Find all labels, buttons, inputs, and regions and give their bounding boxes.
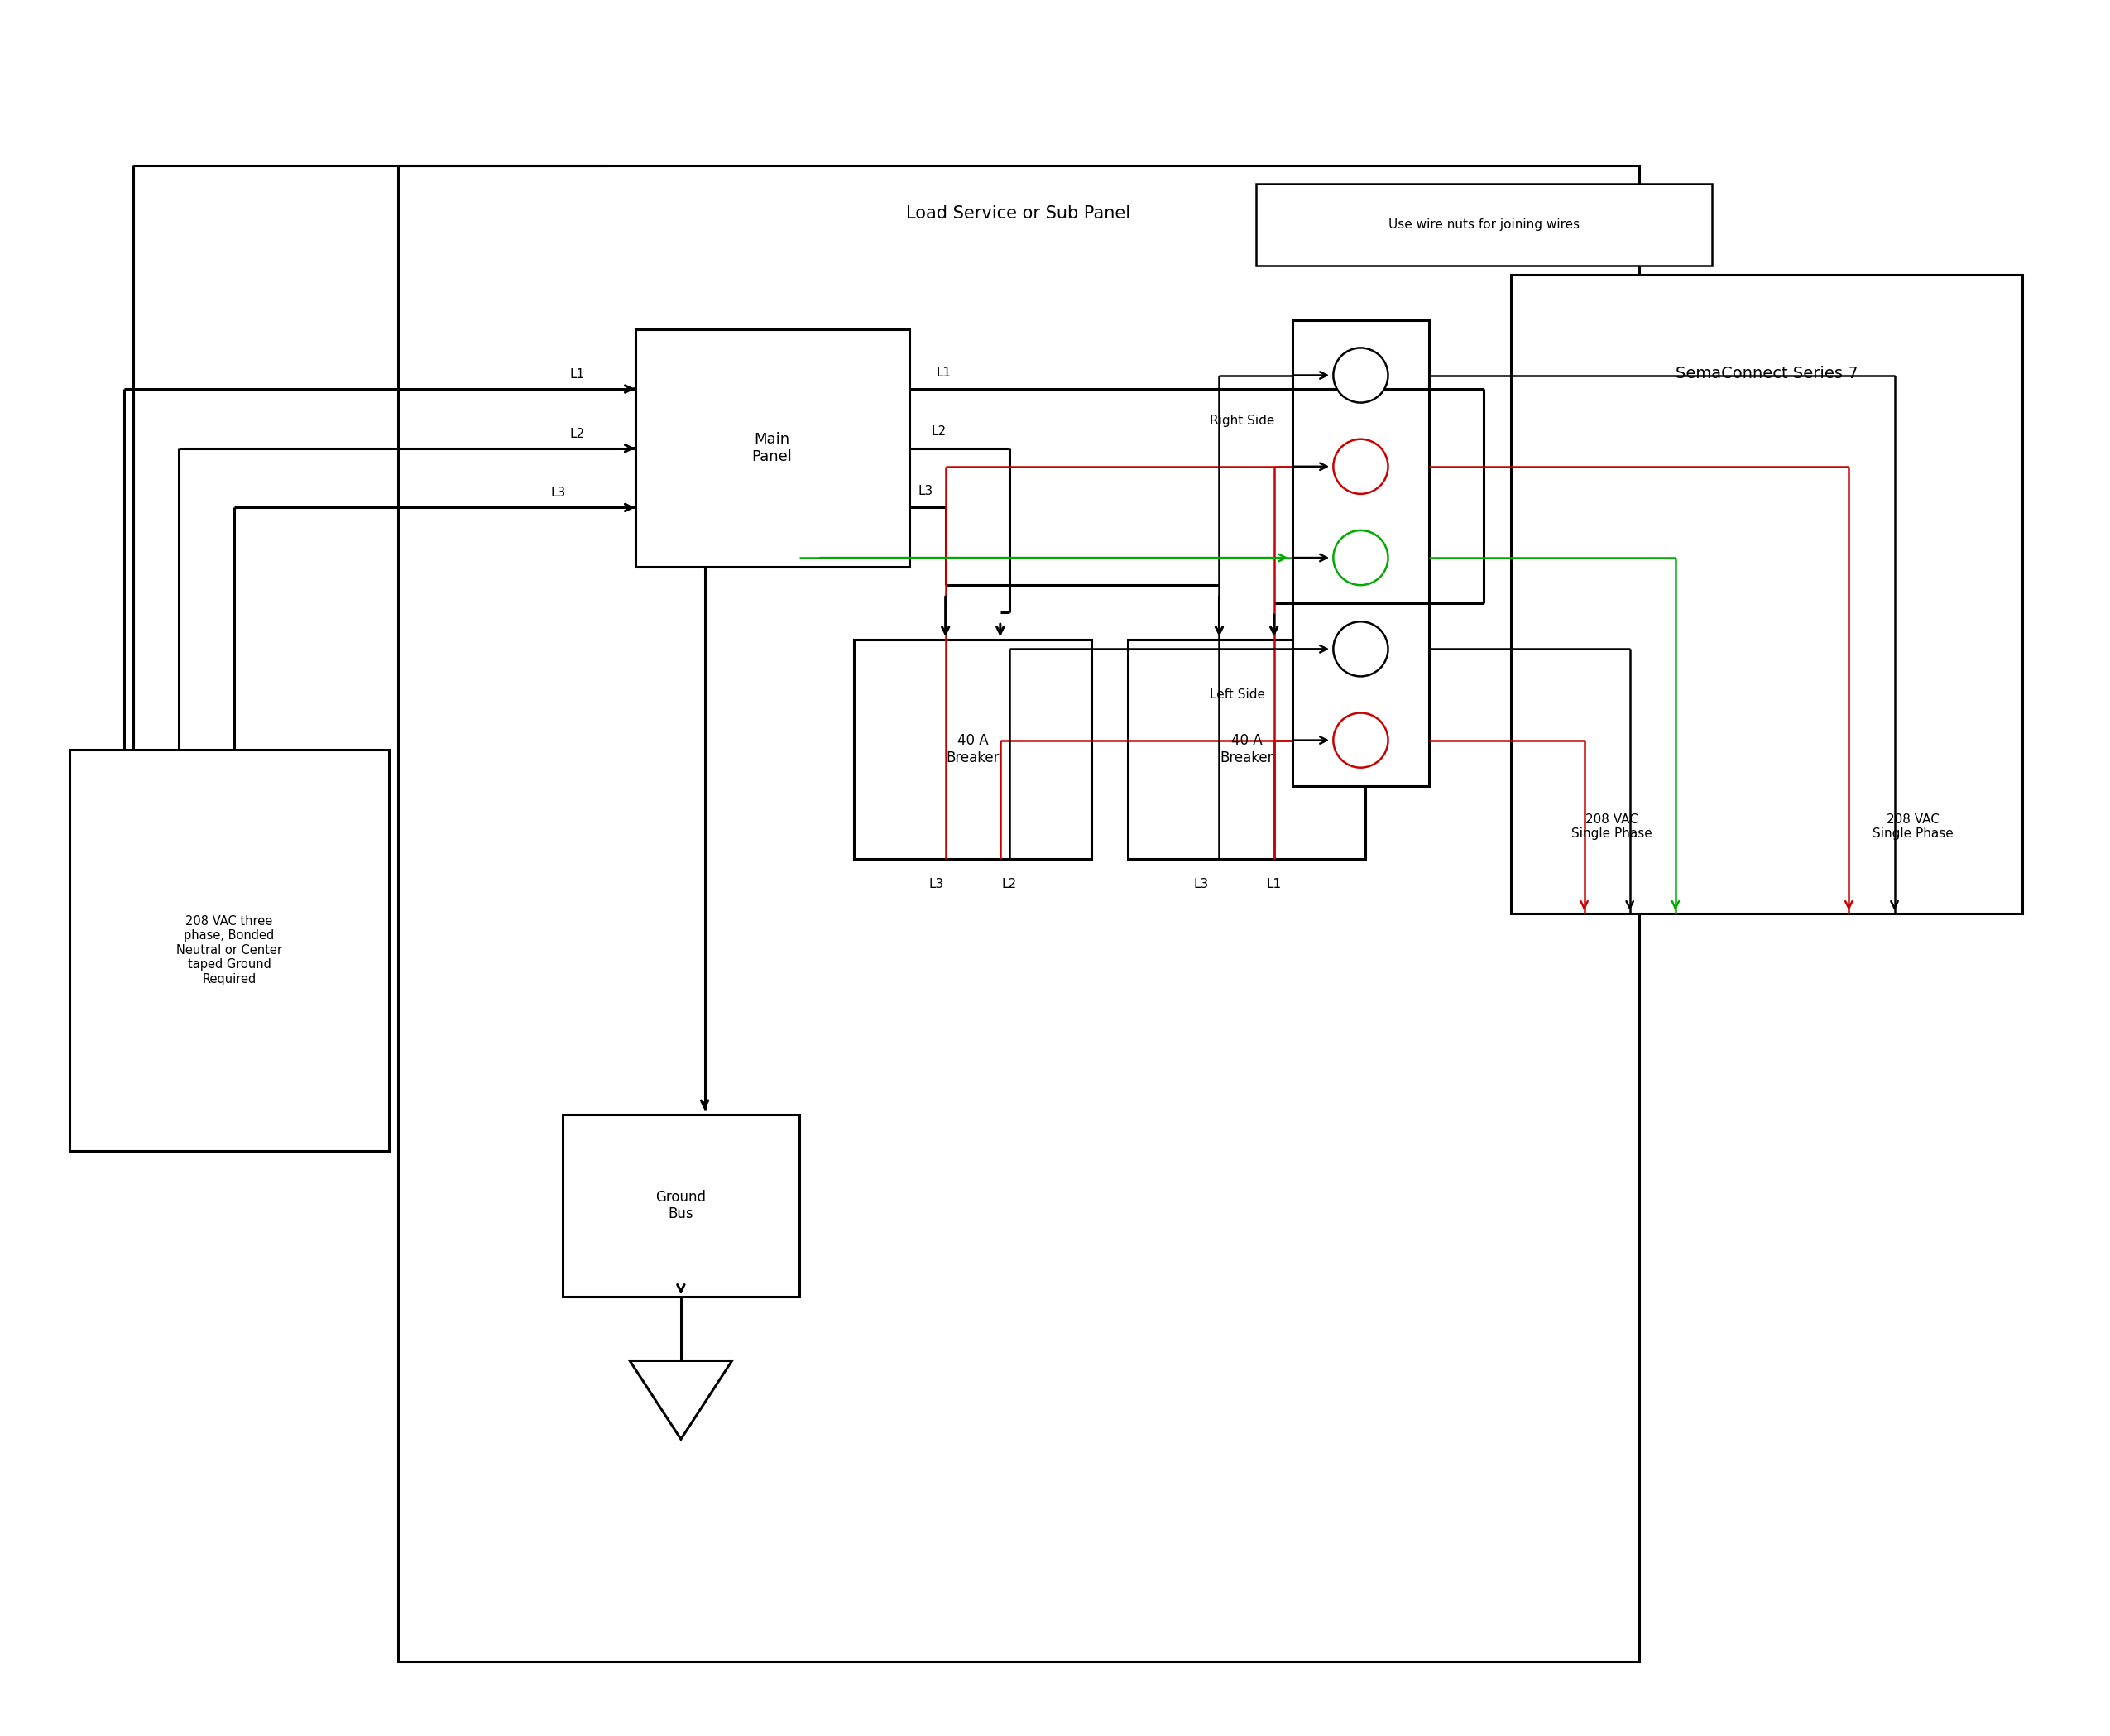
Bar xyxy=(1255,184,1711,266)
Circle shape xyxy=(1334,439,1388,493)
Text: Ground
Bus: Ground Bus xyxy=(656,1189,707,1222)
Text: Use wire nuts for joining wires: Use wire nuts for joining wires xyxy=(1388,219,1580,231)
Text: 40 A
Breaker: 40 A Breaker xyxy=(1220,733,1272,766)
Text: L1: L1 xyxy=(1266,878,1281,891)
Bar xyxy=(399,165,1639,1661)
Bar xyxy=(1129,641,1365,859)
Circle shape xyxy=(1334,713,1388,767)
Bar xyxy=(1511,274,2021,913)
Bar xyxy=(855,641,1091,859)
Text: L2: L2 xyxy=(570,427,584,439)
Bar xyxy=(635,330,909,568)
Text: SemaConnect Series 7: SemaConnect Series 7 xyxy=(1675,366,1859,382)
Circle shape xyxy=(1334,347,1388,403)
Text: 208 VAC
Single Phase: 208 VAC Single Phase xyxy=(1572,812,1652,840)
Text: Load Service or Sub Panel: Load Service or Sub Panel xyxy=(907,205,1131,222)
Text: L2: L2 xyxy=(931,425,945,437)
Text: Left Side: Left Side xyxy=(1211,689,1266,701)
Bar xyxy=(70,750,388,1151)
Bar xyxy=(561,1115,800,1297)
Text: L1: L1 xyxy=(937,366,952,378)
Text: Right Side: Right Side xyxy=(1211,415,1274,427)
Bar xyxy=(1291,321,1428,786)
Text: L3: L3 xyxy=(928,878,943,891)
Text: Main
Panel: Main Panel xyxy=(751,432,793,464)
Text: L3: L3 xyxy=(1194,878,1209,891)
Text: L3: L3 xyxy=(551,486,565,500)
Circle shape xyxy=(1334,621,1388,677)
Text: L3: L3 xyxy=(918,484,933,496)
Text: 208 VAC
Single Phase: 208 VAC Single Phase xyxy=(1872,812,1954,840)
Text: L1: L1 xyxy=(570,368,584,380)
Circle shape xyxy=(1334,531,1388,585)
Text: 40 A
Breaker: 40 A Breaker xyxy=(945,733,1000,766)
Text: L2: L2 xyxy=(1002,878,1017,891)
Text: 208 VAC three
phase, Bonded
Neutral or Center
taped Ground
Required: 208 VAC three phase, Bonded Neutral or C… xyxy=(177,915,283,984)
